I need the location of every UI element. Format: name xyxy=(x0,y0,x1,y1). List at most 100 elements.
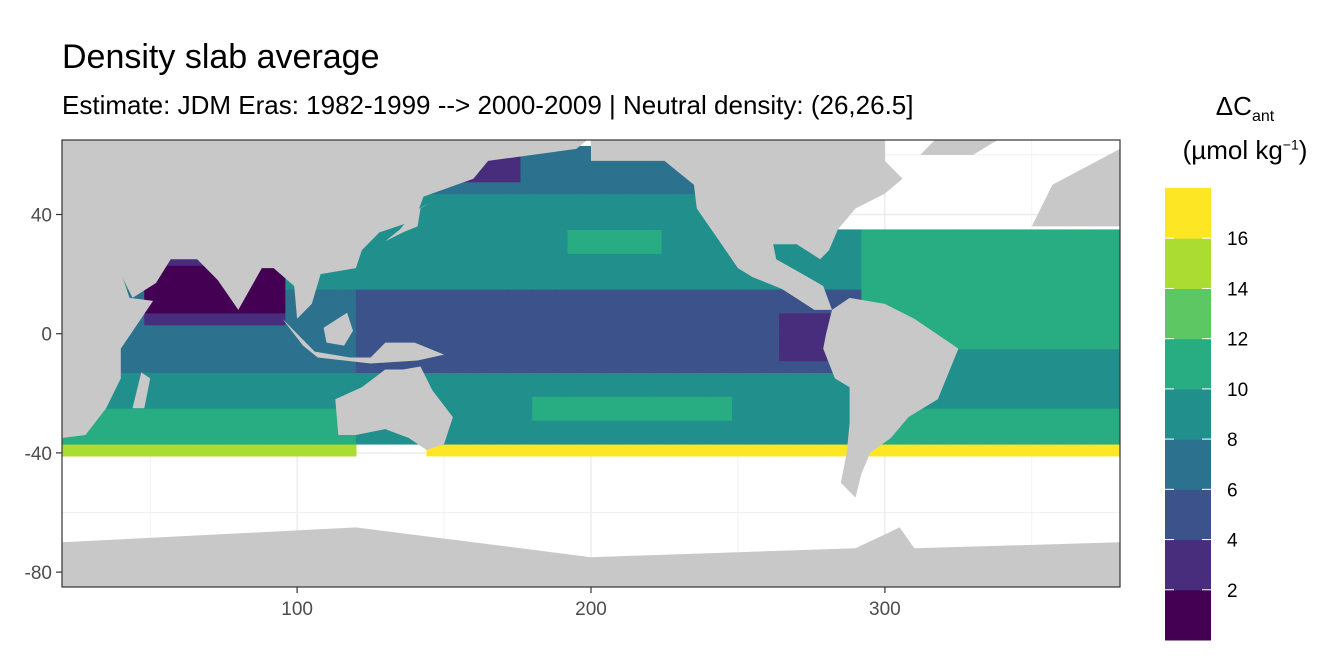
data-cell xyxy=(203,324,216,338)
data-cell xyxy=(990,420,1004,433)
data-cell xyxy=(461,312,475,326)
data-cell xyxy=(931,241,945,254)
data-cell xyxy=(438,336,451,350)
data-cell xyxy=(191,324,204,338)
data-cell xyxy=(179,289,192,302)
data-cell xyxy=(1108,300,1120,314)
data-cell xyxy=(591,408,604,421)
data-cell xyxy=(485,396,498,409)
data-cell xyxy=(1025,336,1039,350)
data-cell xyxy=(661,205,674,219)
data-cell xyxy=(1096,229,1109,242)
data-cell xyxy=(167,265,181,278)
data-cell xyxy=(496,396,510,409)
data-cell xyxy=(1002,396,1015,409)
data-cell xyxy=(308,408,322,421)
legend-title-variable: ΔCant xyxy=(1150,86,1340,130)
data-cell xyxy=(661,324,674,338)
data-cell xyxy=(120,443,134,457)
data-cell xyxy=(708,420,721,433)
data-cell xyxy=(567,312,580,326)
data-cell xyxy=(1108,229,1120,242)
data-cell xyxy=(156,384,169,397)
data-cell xyxy=(579,193,592,207)
data-cell xyxy=(191,372,204,385)
data-cell xyxy=(790,420,804,433)
data-cell xyxy=(461,360,475,374)
data-cell xyxy=(532,348,545,362)
data-cell xyxy=(649,229,663,242)
data-cell xyxy=(720,396,733,409)
data-cell xyxy=(179,432,192,445)
data-cell xyxy=(520,265,533,278)
data-cell xyxy=(802,408,815,421)
data-cell xyxy=(179,300,192,314)
data-cell xyxy=(226,420,239,433)
data-cell xyxy=(543,420,557,433)
data-cell xyxy=(308,360,322,374)
data-cell xyxy=(167,348,181,362)
data-cell xyxy=(626,360,639,374)
data-cell xyxy=(967,420,980,433)
data-cell xyxy=(156,336,169,350)
data-cell xyxy=(591,169,604,183)
data-cell xyxy=(297,396,310,409)
data-cell xyxy=(873,229,886,242)
data-cell xyxy=(355,312,369,326)
data-cell xyxy=(673,432,686,445)
data-cell xyxy=(520,348,533,362)
data-cell xyxy=(1025,300,1039,314)
data-cell xyxy=(1025,253,1039,266)
land-indonesia xyxy=(282,318,445,364)
data-cell xyxy=(602,408,616,421)
data-cell xyxy=(250,324,263,338)
data-cell xyxy=(355,289,369,302)
data-cell xyxy=(391,312,404,326)
data-cell xyxy=(438,443,451,457)
data-cell xyxy=(179,312,192,326)
data-cell xyxy=(767,324,780,338)
data-cell xyxy=(638,217,651,230)
data-cell xyxy=(120,432,134,445)
data-cell xyxy=(1014,372,1027,385)
data-cell xyxy=(696,300,710,314)
data-cell xyxy=(320,408,333,421)
data-cell xyxy=(191,289,204,302)
data-cell xyxy=(896,265,909,278)
data-cell xyxy=(461,432,475,445)
data-cell xyxy=(602,217,616,230)
data-cell xyxy=(285,396,298,409)
data-cell xyxy=(1014,300,1027,314)
data-cell xyxy=(1084,300,1098,314)
data-cell xyxy=(978,443,992,457)
data-cell xyxy=(438,372,451,385)
data-cell xyxy=(626,420,639,433)
data-cell xyxy=(238,348,251,362)
data-cell xyxy=(438,205,451,219)
data-cell xyxy=(1072,408,1086,421)
data-cell xyxy=(461,408,475,421)
data-cell xyxy=(261,348,275,362)
data-cell xyxy=(226,432,239,445)
data-cell xyxy=(226,360,239,374)
data-cell xyxy=(438,253,451,266)
data-cell xyxy=(191,384,204,397)
data-cell xyxy=(297,420,310,433)
data-cell xyxy=(496,181,510,195)
data-cell xyxy=(520,253,533,266)
data-cell xyxy=(402,265,416,278)
data-cell xyxy=(931,277,945,290)
data-cell xyxy=(602,289,616,302)
data-cell xyxy=(826,420,839,433)
data-cell xyxy=(579,372,592,385)
data-cell xyxy=(1084,372,1098,385)
data-cell xyxy=(555,289,569,302)
data-cell xyxy=(649,372,663,385)
data-cell xyxy=(144,420,157,433)
data-cell xyxy=(485,420,498,433)
data-cell xyxy=(990,432,1004,445)
data-cell xyxy=(673,336,686,350)
data-cell xyxy=(626,181,639,195)
data-cell xyxy=(555,420,569,433)
data-cell xyxy=(978,277,992,290)
